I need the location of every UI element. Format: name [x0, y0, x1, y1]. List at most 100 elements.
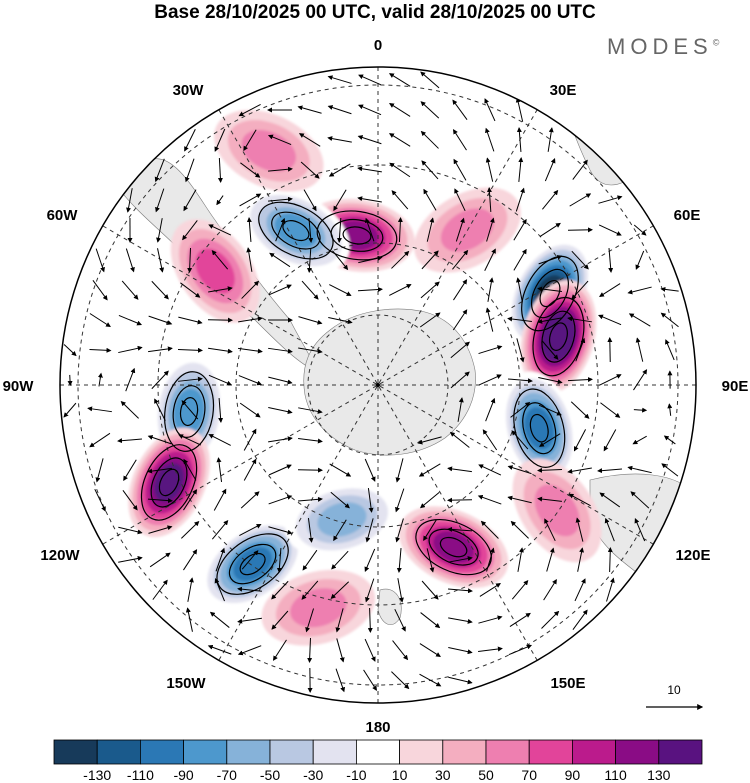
wind-vector-45 [216, 195, 224, 206]
wind-vector-264 [302, 549, 318, 571]
wind-vector-228 [297, 496, 323, 502]
wind-vector-276 [187, 577, 194, 602]
wind-vector-127 [485, 307, 494, 332]
wind-vector-43 [155, 188, 165, 213]
wind-vector-113 [599, 283, 621, 297]
wind-vector-222 [122, 490, 138, 511]
anomaly-contour-6-4 [173, 388, 205, 435]
wind-vector-186 [147, 435, 172, 445]
wind-vector-295 [305, 608, 315, 633]
wind-vector-94 [608, 248, 614, 273]
wind-vector-182 [633, 407, 648, 413]
wind-vector-6 [297, 105, 322, 114]
wind-vector-129 [537, 317, 562, 324]
wind-vector-185 [117, 438, 143, 444]
wind-vector-60 [156, 218, 163, 243]
wind-vector-51 [391, 190, 409, 210]
colorbar-label-2: -90 [173, 767, 193, 783]
wind-vector-279 [271, 580, 289, 600]
wind-vector-50 [357, 196, 382, 203]
wind-vector-211 [395, 458, 404, 483]
streamline-7-2 [158, 468, 180, 497]
wind-vector-201 [95, 458, 104, 483]
wind-vector-152 [97, 372, 103, 387]
wind-vector-275 [152, 579, 168, 600]
wind-vectors [63, 71, 679, 693]
wind-vector-230 [367, 488, 374, 513]
colorbar-swatch-2 [139, 739, 184, 765]
wind-vector-299 [420, 612, 441, 629]
lon-label-60w: 60W [47, 207, 79, 224]
wind-vector-10 [420, 101, 440, 119]
wind-vector-19 [327, 136, 352, 143]
colorbar-swatch-14 [658, 739, 703, 765]
wind-vector-142 [298, 347, 323, 354]
wind-vector-80 [187, 247, 193, 273]
wind-vector-193 [449, 431, 470, 448]
streamline-0-0 [521, 255, 579, 332]
wind-vector-35 [389, 162, 411, 178]
wind-vector-284 [421, 580, 439, 600]
colorbar-swatch-12 [572, 739, 617, 765]
wind-vector-291 [185, 607, 193, 632]
colorbar-label-3: -70 [217, 767, 237, 783]
colorbar-swatch-5 [269, 739, 314, 765]
reference-vector-label: 10 [667, 683, 681, 697]
wind-vector-118 [148, 315, 173, 325]
new-zealand-land [377, 588, 402, 625]
wind-vector-266 [364, 548, 376, 572]
wind-vector-175 [298, 407, 323, 414]
wind-vector-15 [214, 128, 226, 152]
wind-vector-202 [123, 459, 137, 482]
streamline-10-0 [415, 518, 492, 576]
wind-vector-150 [665, 339, 675, 361]
lon-label-150w: 150W [166, 675, 206, 692]
streamline-6-1 [172, 385, 206, 438]
wind-vector-126 [452, 309, 468, 331]
streamline-7-0 [140, 444, 198, 521]
meridian-60 [102, 225, 654, 545]
streamline-10-2 [439, 536, 468, 558]
wind-vector-167 [63, 402, 77, 418]
colorbar-swatch-3 [183, 739, 228, 765]
logo-text: MODES [607, 34, 713, 59]
wind-vector-203 [147, 467, 172, 474]
wind-vector-38 [485, 157, 494, 182]
wind-vector-281 [330, 581, 350, 599]
wind-vector-298 [394, 608, 406, 632]
colorbar-label-0: -130 [83, 767, 111, 783]
colorbar-swatch-0 [53, 739, 98, 765]
streamline-1-2 [548, 322, 568, 351]
wind-vector-88 [421, 250, 439, 270]
wind-vector-194 [482, 429, 498, 451]
wind-vector-57 [569, 193, 592, 207]
streamline-8-0 [216, 533, 289, 595]
wind-vector-25 [516, 127, 522, 153]
wind-vector-55 [515, 187, 525, 212]
wind-vector-154 [151, 370, 169, 390]
wind-vector-248 [365, 518, 374, 543]
wind-vector-243 [211, 519, 229, 540]
wind-vector-134 [63, 344, 77, 357]
lon-label-90e: 90E [722, 378, 749, 395]
wind-vector-207 [268, 464, 292, 476]
wind-vector-12 [484, 98, 496, 122]
wind-vector-149 [635, 337, 644, 362]
streamlines [140, 201, 585, 595]
wind-vector-310 [364, 638, 376, 662]
wind-vector-53 [454, 188, 466, 212]
wind-vector-72 [513, 218, 527, 241]
wind-vector-158 [268, 376, 293, 385]
lon-label-0: 0 [374, 37, 382, 54]
lon-label-120e: 120E [675, 547, 710, 564]
wind-vector-297 [367, 607, 373, 633]
wind-vector-189 [243, 428, 257, 451]
wind-vector-215 [507, 465, 532, 475]
colorbar-swatch-6 [312, 739, 357, 765]
wind-vector-29 [217, 157, 223, 183]
wind-vector-206 [243, 458, 257, 481]
wind-vector-4 [238, 103, 261, 117]
wind-vector-151 [67, 374, 73, 387]
colorbar-label-4: -50 [260, 767, 280, 783]
